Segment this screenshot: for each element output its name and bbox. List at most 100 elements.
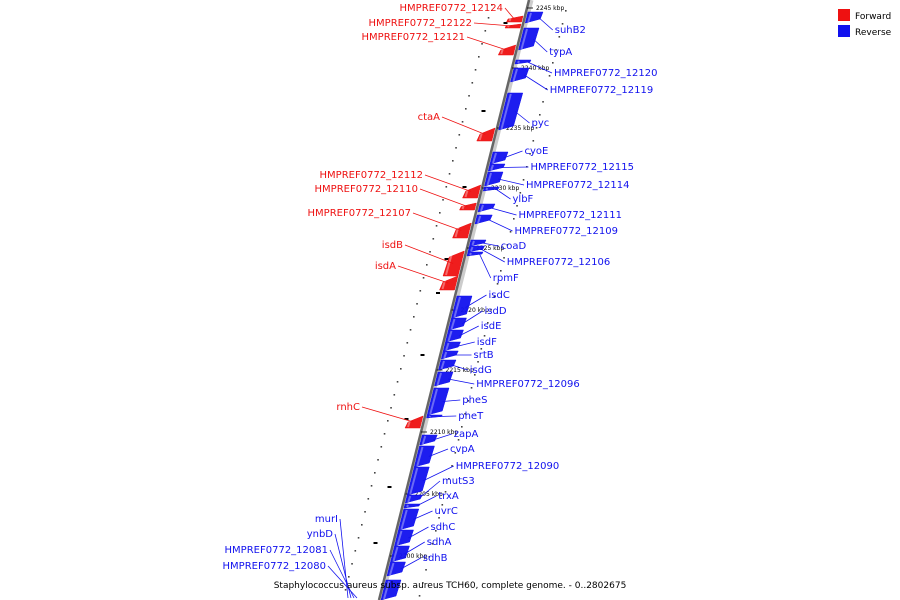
dash-marker (436, 292, 440, 294)
gene-highlight (428, 415, 432, 418)
leader-line (448, 378, 475, 385)
gene-label-reverse: HMPREF0772_12115 (531, 162, 634, 173)
dot-marker (539, 114, 541, 116)
dot-marker (465, 108, 467, 110)
dot-marker (435, 225, 438, 227)
gene-label-reverse: typA (549, 47, 572, 58)
dot-marker (477, 361, 479, 363)
gene-label-reverse: sdhA (427, 537, 452, 548)
gene-reverse (484, 171, 504, 187)
leader-line (416, 495, 437, 507)
dot-marker (474, 69, 477, 71)
gene-highlight (527, 12, 532, 23)
gene-highlight (421, 435, 427, 445)
tick-label: 2235 kbp (506, 125, 534, 132)
dot-marker (418, 595, 421, 597)
label-leaders (327, 7, 554, 599)
gene-highlight (470, 246, 474, 252)
map-title: Staphylococcus aureus subsp. aureus TCH6… (274, 581, 627, 591)
gene-label-reverse: rpmF (493, 273, 519, 284)
dot-marker (452, 160, 454, 162)
leader-line (495, 188, 511, 200)
dot-marker (552, 62, 554, 64)
gene-highlight (443, 351, 448, 359)
gene-forward (497, 44, 517, 56)
dash-marker (503, 22, 508, 24)
leader-line (461, 310, 483, 325)
dot-marker (565, 10, 567, 12)
leader-line (480, 248, 505, 263)
leader-line (538, 17, 554, 31)
dot-marker (370, 485, 373, 487)
gene-label-forward: ctaA (418, 112, 441, 123)
leader-line (417, 480, 441, 500)
gene-reverse (467, 245, 485, 253)
gene-label-forward: HMPREF0772_12107 (308, 208, 411, 219)
gene-label-reverse: isdC (489, 290, 510, 301)
gene-label-forward: HMPREF0772_12122 (369, 18, 472, 29)
leader-line (404, 541, 425, 555)
dot-marker (532, 140, 535, 142)
leader-line (504, 7, 515, 20)
leader-line (451, 364, 468, 371)
gene-label-reverse-left: murI (315, 514, 338, 525)
coordinate-ticks: 2245 kbp 2240 kbp 2235 kbp 2230 kbp 2225 kbp… (390, 5, 564, 560)
dot-marker (470, 387, 473, 389)
leader-line (408, 526, 429, 539)
leader-line (404, 244, 454, 264)
dot-marker (555, 49, 557, 51)
tick-label: 2200 kbp (399, 553, 427, 560)
leader-line (438, 415, 457, 417)
leader-line (503, 150, 523, 159)
dot-marker (464, 413, 466, 415)
gene-reverse (434, 371, 454, 387)
gene-label-reverse: HMPREF0772_12120 (554, 68, 657, 79)
gene-label-reverse: HMPREF0772_12090 (456, 461, 559, 472)
gene-label-forward: HMPREF0772_12124 (400, 3, 503, 14)
gene-highlight (407, 416, 412, 428)
gene-reverse (451, 295, 473, 319)
gene-reverse (448, 317, 467, 331)
gene-reverse (404, 494, 423, 504)
dot-marker (513, 218, 515, 220)
gene-forward (504, 23, 522, 29)
gene-label-reverse-left: HMPREF0772_12080 (223, 561, 326, 572)
leader-line (361, 406, 414, 423)
dot-marker (426, 264, 428, 266)
gene-reverse (438, 359, 457, 371)
dot-marker (487, 322, 489, 324)
leader-line (473, 22, 513, 27)
gene-label-reverse: zapA (454, 429, 479, 440)
gene-features (380, 11, 544, 600)
dot-marker (435, 530, 437, 532)
dot-marker (432, 238, 435, 240)
dot-marker (354, 550, 357, 552)
leader-line (514, 111, 530, 124)
gene-reverse (518, 27, 540, 51)
leader-line (527, 61, 553, 74)
dot-marker (484, 30, 487, 32)
dot-marker (458, 134, 461, 136)
leader-line (482, 242, 499, 247)
gene-label-reverse: isdF (477, 337, 497, 348)
dash-marker (481, 110, 486, 112)
legend-reverse-swatch (838, 25, 850, 37)
dot-marker (522, 179, 525, 181)
leader-line (458, 325, 479, 337)
gene-highlight (512, 68, 518, 82)
gene-highlight (441, 276, 447, 290)
leader-line (327, 565, 358, 599)
dot-marker (467, 400, 470, 402)
gene-forward (439, 275, 459, 291)
dot-marker (503, 257, 505, 259)
tick-label: 2205 kbp (415, 491, 443, 498)
gene-reverse (445, 329, 464, 343)
gene-highlight (445, 251, 454, 276)
dot-marker (422, 582, 424, 584)
gene-label-reverse: HMPREF0772_12109 (515, 226, 618, 237)
dot-marker (471, 82, 474, 84)
dot-marker (380, 446, 383, 448)
gene-reverse (477, 203, 496, 213)
dot-marker (428, 556, 431, 558)
gene-highlight (508, 16, 512, 22)
